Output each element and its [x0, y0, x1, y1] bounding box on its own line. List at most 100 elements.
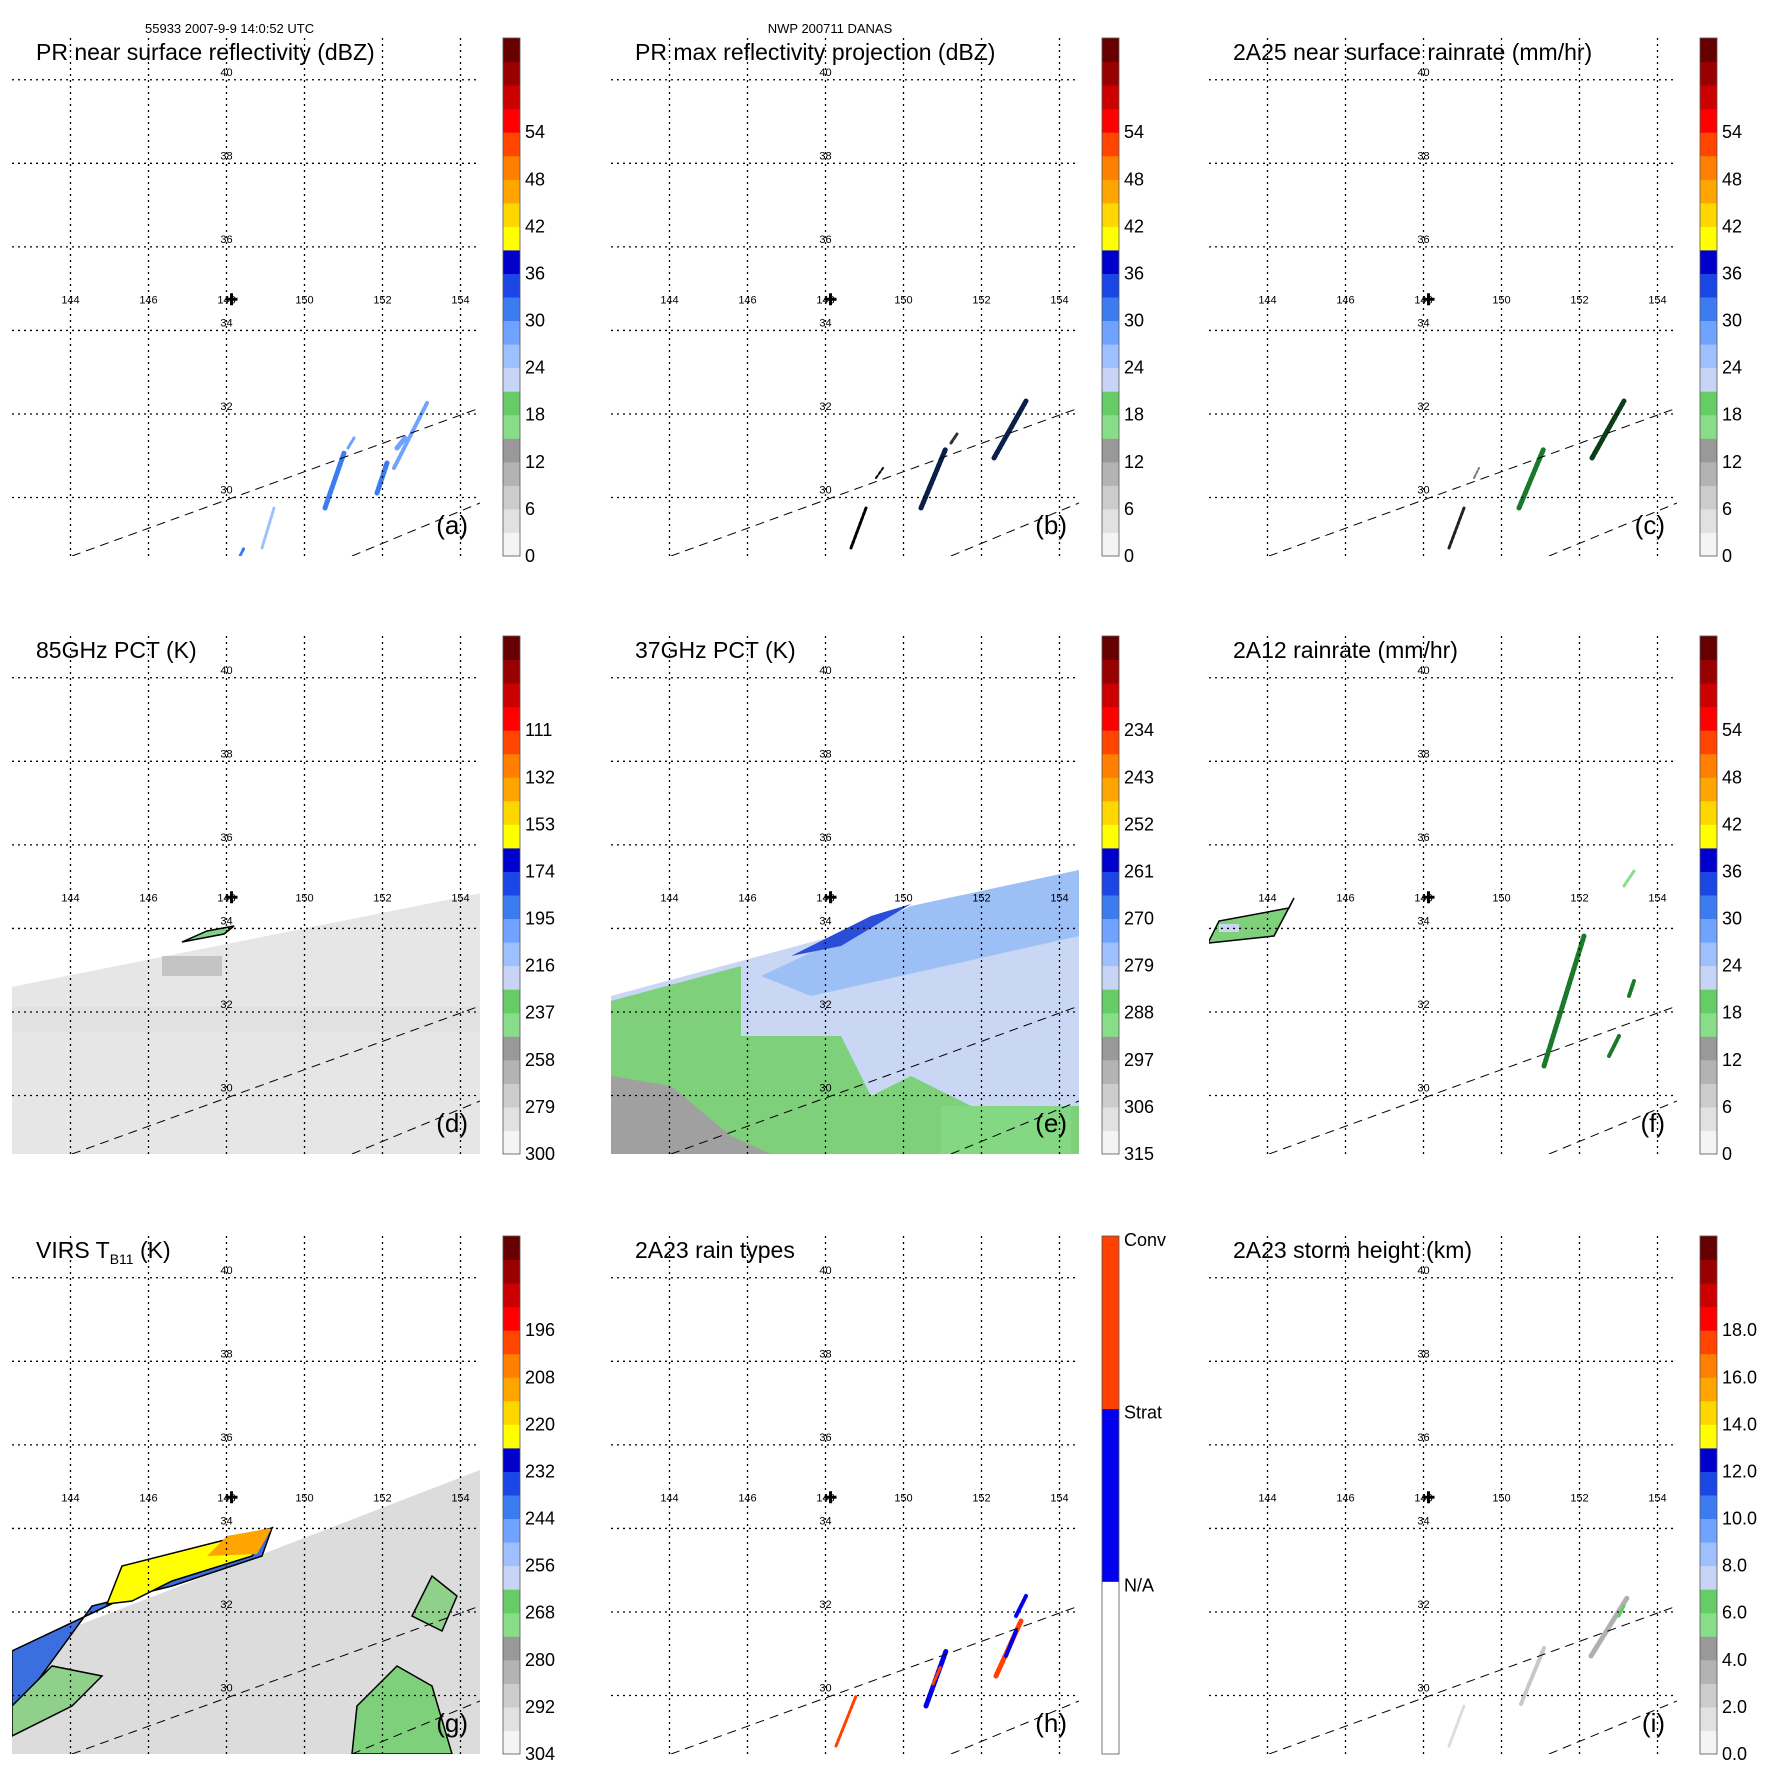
colorbar-segment	[1700, 391, 1717, 416]
rain-cell	[1607, 1034, 1621, 1058]
colorbar-tick-label: 258	[525, 1050, 555, 1070]
colorbar-tick-label: Strat	[1124, 1403, 1162, 1423]
colorbar-segment	[1700, 297, 1717, 322]
colorbar-segment	[1700, 132, 1717, 157]
colorbar-segment	[1700, 1730, 1717, 1755]
colorbar-tick-label: 280	[525, 1650, 555, 1670]
colorbar-tick-label: 306	[1124, 1097, 1154, 1117]
lat-tick-label: 34	[819, 317, 831, 329]
colorbar-segment	[1700, 273, 1717, 298]
lat-tick-label: 36	[819, 234, 831, 246]
panel-b: 144146148150152154303234363840PR max ref…	[611, 37, 1144, 566]
colorbar-segment	[1700, 226, 1717, 251]
colorbar-segment	[503, 706, 520, 731]
lat-tick-label: 34	[220, 317, 232, 329]
colorbar-segment	[1102, 38, 1119, 63]
swath-edge	[670, 407, 1079, 556]
colorbar-tick-label: 54	[1722, 122, 1742, 142]
colorbar-segment	[503, 1612, 520, 1637]
colorbar-tick-label: 0	[1722, 546, 1732, 566]
colorbar-tick-label: 8.0	[1722, 1556, 1747, 1576]
lat-tick-label: 32	[1417, 401, 1429, 413]
colorbar: 0 6 12 18 24 30 36 42 48 54	[1699, 635, 1742, 1164]
colorbar-segment	[1102, 824, 1119, 849]
colorbar-segment	[1102, 918, 1119, 943]
swath-edge	[1268, 1605, 1677, 1754]
colorbar-tick-label: 18	[525, 405, 545, 425]
colorbar-tick-label: 297	[1124, 1050, 1154, 1070]
colorbar-segment	[503, 1659, 520, 1684]
lat-tick-label: 32	[220, 1599, 232, 1611]
lon-tick-label: 154	[451, 1492, 469, 1504]
colorbar-segment	[1700, 1518, 1717, 1543]
colorbar-segment	[503, 1083, 520, 1108]
colorbar-segment	[1102, 85, 1119, 110]
colorbar-tick-label: 6	[525, 499, 535, 519]
lon-tick-label: 144	[1258, 892, 1276, 904]
colorbar: 0 6 12 18 24 30 36 42 48 54	[1101, 37, 1144, 566]
rain-cell	[991, 398, 1029, 461]
colorbar-tick-label: 237	[525, 1003, 555, 1023]
lon-tick-label: 154	[451, 294, 469, 306]
colorbar-segment	[503, 226, 520, 251]
rain-cell	[1519, 1646, 1546, 1706]
panel-f: 1441461481501521543032343638402A12 rainr…	[1209, 635, 1742, 1164]
colorbar-tick-label: 36	[1722, 861, 1742, 881]
colorbar-tick-label: 12	[525, 452, 545, 472]
colorbar-segment	[1700, 508, 1717, 533]
lat-tick-label: 32	[819, 1599, 831, 1611]
lon-tick-label: 144	[61, 294, 79, 306]
colorbar-segment	[503, 730, 520, 755]
colorbar-segment	[503, 108, 520, 133]
lon-tick-label: 146	[1336, 1492, 1354, 1504]
colorbar-segment	[1700, 1236, 1717, 1261]
colorbar-segment	[1700, 847, 1717, 872]
colorbar-segment	[1102, 1012, 1119, 1037]
lon-tick-label: 150	[894, 294, 912, 306]
colorbar-segment	[503, 1236, 520, 1261]
colorbar-frame	[1699, 635, 1718, 1155]
lon-tick-label: 144	[61, 892, 79, 904]
colorbar-tick-label: 36	[525, 263, 545, 283]
lon-tick-label: 152	[373, 1492, 391, 1504]
colorbar-segment	[1700, 38, 1717, 63]
colorbar-tick-label: 54	[525, 122, 545, 142]
rain-cell	[1588, 1595, 1630, 1659]
lat-tick-label: 40	[819, 67, 831, 79]
colorbar-segment	[1102, 414, 1119, 439]
colorbar-segment	[1700, 461, 1717, 486]
colorbar-segment	[503, 85, 520, 110]
colorbar-segment	[503, 1353, 520, 1378]
colorbar-segment	[503, 1471, 520, 1496]
colorbar-segment	[1700, 706, 1717, 731]
colorbar-segment	[1102, 753, 1119, 778]
colorbar-tick-label: N/A	[1124, 1575, 1154, 1595]
header-center: NWP 200711 DANAS	[768, 21, 893, 36]
colorbar-segment	[503, 777, 520, 802]
lat-tick-label: 32	[819, 401, 831, 413]
colorbar-segment	[1700, 1036, 1717, 1061]
panel-title: 37GHz PCT (K)	[635, 637, 796, 663]
convective-cell	[181, 925, 235, 943]
colorbar-segment	[503, 1565, 520, 1590]
colorbar-tick-label: 243	[1124, 767, 1154, 787]
colorbar-segment	[1102, 391, 1119, 416]
colorbar-frame	[1101, 635, 1120, 1155]
colorbar-tick-label: 42	[1124, 216, 1144, 236]
colorbar-segment	[503, 202, 520, 227]
colorbar-segment	[1700, 1353, 1717, 1378]
lat-tick-label: 40	[819, 1265, 831, 1277]
colorbar-tick-label: 36	[1722, 263, 1742, 283]
colorbar: 0.0 2.0 4.0 6.0 8.0 10.0 12.0 14.0 16.0 18.0	[1699, 1235, 1757, 1764]
colorbar-segment	[1700, 485, 1717, 510]
colorbar-tick-label: 12	[1124, 452, 1144, 472]
lon-tick-label: 146	[139, 1492, 157, 1504]
colorbar-segment	[503, 1730, 520, 1755]
low-cloud	[410, 1574, 458, 1633]
colorbar-segment	[1700, 777, 1717, 802]
cold-area	[761, 870, 1079, 996]
colorbar-tick-label: 6.0	[1722, 1603, 1747, 1623]
colorbar-segment	[1700, 414, 1717, 439]
swath-edge	[1268, 407, 1677, 556]
colorbar-segment	[1700, 1400, 1717, 1425]
